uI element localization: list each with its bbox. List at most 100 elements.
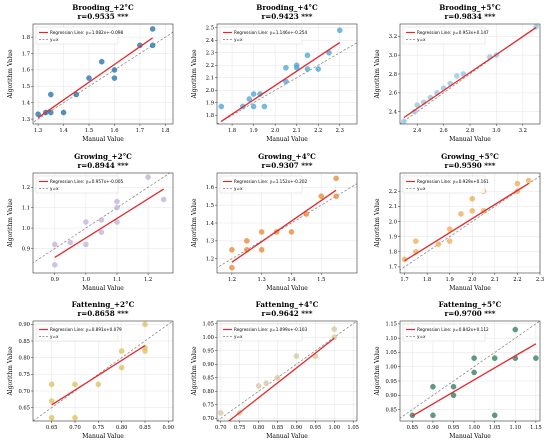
data-point [86, 75, 92, 81]
regression-line [231, 189, 337, 263]
data-point [450, 383, 457, 390]
data-point [218, 103, 225, 110]
y-tick-label: 1.05 [202, 322, 214, 328]
x-tick-label: 0.80 [253, 425, 265, 431]
data-point [288, 229, 295, 235]
y-tick-label: 2.4 [389, 110, 398, 116]
y-tick-label: 1.10 [385, 336, 397, 342]
x-tick-label: 3.2 [519, 128, 527, 134]
y-tick-label: 1.4 [206, 221, 215, 227]
y-tick-label: 0.80 [202, 389, 214, 395]
data-point [52, 262, 58, 268]
x-tick-label: 0.70 [69, 425, 81, 431]
chart-panel: Growing_+2°Cr=0.8944 *** 0.9 1.0 1.1 1.2 0.9 1… [7, 152, 174, 292]
data-point [111, 67, 118, 73]
chart-subtitle: r=0.9535 *** [77, 12, 128, 21]
data-point [458, 211, 464, 217]
x-axis-label: Manual Value [82, 136, 124, 143]
legend-box [219, 26, 303, 45]
data-point [450, 392, 457, 399]
y-tick-label: 1.6 [206, 185, 214, 191]
chart-title: Growing_+2°C [74, 152, 132, 161]
legend-label-regression: Regression Line: y=1.099x+-0.103 [234, 327, 308, 332]
x-tick-label: 0.85 [272, 425, 284, 431]
x-tick-label: 1.3 [34, 128, 42, 134]
chart-panel: Growing_+4°Cr=0.9307 *** 1.2 1.3 1.4 1.5 1.2 1… [191, 152, 358, 292]
data-point [304, 52, 311, 59]
y-tick-label: 2.4 [206, 38, 215, 44]
data-point [401, 118, 407, 124]
data-point [333, 193, 339, 199]
x-tick-label: 1.00 [329, 425, 341, 431]
x-axis-label: Manual Value [82, 433, 124, 440]
data-point [435, 241, 442, 247]
data-point [304, 66, 311, 72]
x-tick-label: 0.80 [116, 425, 128, 431]
x-axis-label: Manual Value [82, 285, 124, 292]
legend-box [402, 323, 486, 342]
data-point [118, 364, 125, 371]
x-tick-label: 0.90 [291, 425, 303, 431]
x-tick-label: 1.4 [59, 128, 68, 134]
data-point [35, 111, 41, 117]
chart-title: Growing_+4°C [258, 152, 316, 161]
data-point [491, 412, 498, 419]
data-point [48, 381, 55, 388]
y-tick-label: 0.90 [18, 322, 30, 328]
legend-label-identity: y=x [417, 334, 426, 339]
data-point [48, 398, 55, 404]
y-tick-label: 1.3 [22, 117, 30, 123]
x-tick-label: 2.2 [314, 128, 322, 134]
chart-panel: Fattening_+2°Cr=0.8658 *** 0.65 0.70 0.75 0.… [7, 300, 174, 440]
data-point [83, 241, 89, 248]
x-tick-label: 1.9 [446, 277, 454, 283]
y-axis-label: Algorithm Value [7, 49, 14, 100]
plot-frame [216, 320, 358, 422]
data-point [72, 381, 78, 388]
x-tick-label: 1.10 [510, 425, 522, 431]
chart-subtitle: r=0.9590 *** [444, 161, 495, 170]
y-tick-label: 2.1 [206, 76, 214, 82]
data-point [52, 241, 58, 248]
plot-frame [399, 320, 541, 422]
plot-content [217, 27, 357, 124]
plot-frame [32, 320, 174, 422]
identity-line [33, 173, 171, 264]
x-tick-label: 1.8 [161, 128, 169, 134]
x-tick-label: 1.2 [228, 277, 236, 283]
y-tick-label: 0.85 [385, 407, 397, 413]
data-point [114, 219, 120, 225]
data-point [471, 355, 477, 361]
data-point [274, 375, 281, 381]
data-point [315, 66, 321, 72]
y-tick-label: 0.75 [202, 403, 214, 409]
x-tick-label: 0.85 [139, 425, 151, 431]
y-axis-label: Algorithm Value [374, 49, 381, 100]
y-tick-label: 0.85 [202, 376, 214, 382]
legend-label-identity: y=x [417, 186, 426, 191]
regression-line [54, 188, 165, 258]
plot-frame [216, 172, 358, 274]
legend-box [35, 26, 119, 45]
y-tick-label: 0.90 [385, 393, 397, 399]
x-tick-label: 0.65 [46, 425, 58, 431]
x-tick-label: 1.15 [530, 425, 542, 431]
data-point [333, 175, 339, 182]
x-tick-label: 0.95 [448, 425, 460, 431]
y-tick-label: 2.3 [206, 51, 214, 57]
plot-content [217, 321, 357, 421]
data-point [229, 247, 235, 253]
chart-title: Brooding_+5°C [439, 3, 501, 12]
chart-subtitle: r=0.8658 *** [77, 309, 128, 318]
data-point [246, 96, 253, 102]
y-tick-label: 2.2 [389, 189, 397, 195]
chart-panel: Brooding_+4°Cr=0.9423 *** 1.8 1.9 2.0 2.1 2.2… [191, 3, 358, 143]
data-point [533, 355, 539, 361]
data-point [149, 26, 156, 32]
data-point [218, 410, 224, 416]
x-tick-label: 2.6 [439, 128, 447, 134]
data-point [95, 381, 102, 388]
regression-line [220, 41, 341, 122]
plot-frame [216, 23, 358, 125]
data-point [67, 239, 74, 246]
